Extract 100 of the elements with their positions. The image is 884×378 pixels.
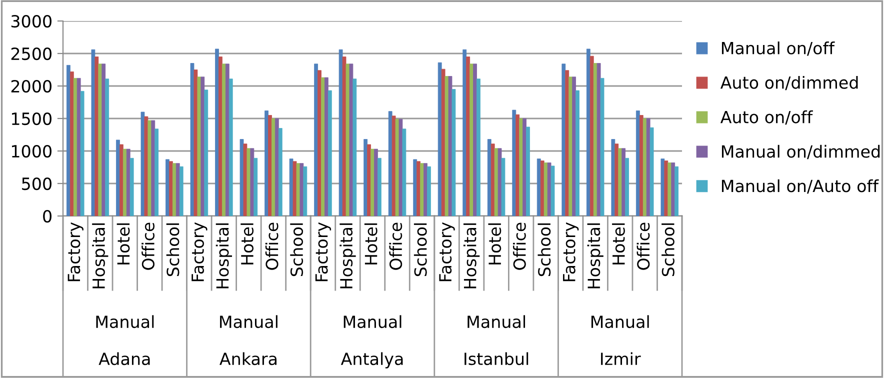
y-tick-label: 2000 [11,80,52,93]
bar [547,162,552,216]
bar [246,148,251,216]
bar [611,139,616,216]
bar [416,161,420,216]
bar [526,126,530,216]
bar [392,116,396,216]
text: Manual [591,315,649,328]
bar [650,127,654,216]
bar [444,76,449,216]
bar [272,118,276,216]
bar [618,148,622,216]
x-tick-label: Factory [68,222,84,282]
bar [324,77,328,216]
bar [600,78,604,216]
legend-label: Manual on/off [722,42,835,56]
bar [522,118,526,216]
bar [274,118,279,216]
x-tick-label: Hospital [340,223,356,288]
bar [218,56,222,216]
bar [264,110,268,216]
bar [420,163,424,216]
text: Manual [344,315,402,328]
bar [519,118,524,216]
x-tick-label: Hospital [216,223,232,288]
bar [240,139,244,216]
bar [402,128,406,216]
x-tick-label: Office [265,222,278,270]
bar [501,158,506,216]
bar [91,49,96,216]
x-tick-label: Office [142,222,154,270]
x-tick-label: Hotel [364,223,378,264]
bar [296,163,300,216]
bar [176,163,180,216]
x-tick-label: Factory [563,222,579,282]
bar [66,64,70,216]
bar [126,148,130,216]
bar [338,49,343,216]
bar [80,90,84,216]
bar [73,78,78,216]
bar [413,159,418,216]
bar [102,64,106,216]
x-tick-label: School [662,223,674,276]
bar [668,162,672,216]
bar [642,118,647,216]
bar [576,90,580,216]
bar [352,78,357,216]
bar [466,56,470,216]
bar [568,76,573,216]
x-tick-label: School [538,223,551,276]
bar [586,48,590,216]
bar [98,64,102,216]
bar [562,64,566,216]
bar [172,163,176,216]
x-tick-label: Hotel [488,223,502,264]
bar [438,62,442,216]
x-tick-label: Hotel [612,223,625,264]
x-tick-label: School [290,223,304,276]
y-tick-label: 1500 [12,112,52,126]
bar [625,158,629,216]
x-tick-label: Factory [192,222,208,282]
bar [364,139,368,216]
bar [370,148,374,216]
bar [536,158,541,216]
bar [222,64,226,216]
text: Ankara [220,352,276,366]
x-tick-label: Office [512,222,526,270]
bar [374,148,378,216]
bar [321,77,325,216]
bar [190,63,194,216]
bar [487,139,492,216]
bar [314,64,318,216]
bar [424,163,428,216]
bar [395,118,400,216]
bar [70,71,74,216]
bar [349,64,354,216]
bar [462,49,467,216]
x-tick-label: Office [389,222,402,270]
bar [254,158,258,216]
text: Manual [96,315,154,328]
x-tick-label: Factory [439,222,455,282]
bar [197,76,202,216]
bar [179,166,184,216]
bar [550,166,555,216]
bar [427,166,431,216]
text: Antalya [340,352,403,368]
legend-label: Manual on/Auto off [722,179,879,194]
x-tick-label: Office [636,222,650,270]
bar [398,118,403,216]
bar [122,148,127,216]
x-tick-label: Hospital [463,223,480,288]
bar [225,64,230,216]
y-tick-label: 1000 [12,144,52,158]
bar [470,64,474,216]
text: Istanbul [464,352,528,366]
bar [565,70,570,216]
bar [516,114,520,216]
bar [303,166,308,216]
bar [76,78,81,216]
bar [243,144,248,216]
